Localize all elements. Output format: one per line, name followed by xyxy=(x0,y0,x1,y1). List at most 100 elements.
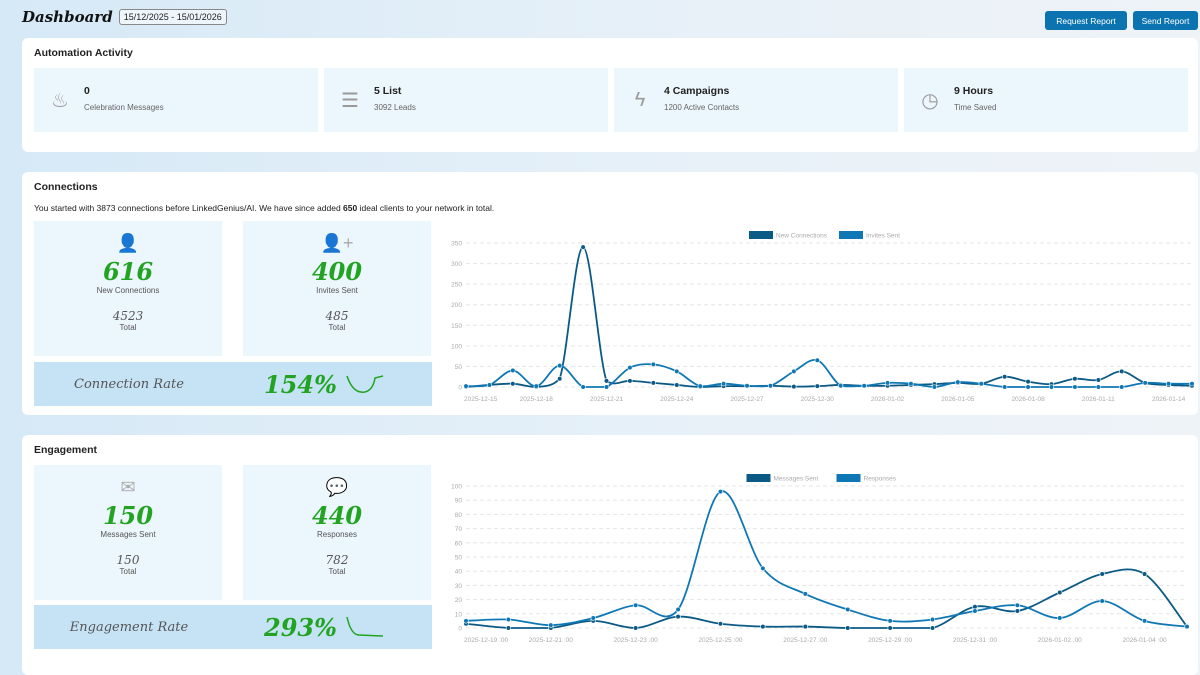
page-title: Dashboard xyxy=(22,8,113,26)
request-report-button[interactable]: Request Report xyxy=(1045,11,1127,30)
x-tick-label: 2025-12-30 xyxy=(801,396,835,403)
data-point xyxy=(721,381,727,387)
data-point xyxy=(675,614,681,620)
engagement-chart: 0 10 20 30 40 50 60 70 80 90 100 2025-12-19 :00 2025… xyxy=(451,474,1190,644)
x-tick-label: 2025-12-25 :00 xyxy=(698,637,742,644)
data-point xyxy=(1025,379,1031,385)
series-line xyxy=(465,358,1193,388)
data-point xyxy=(510,381,516,387)
data-point xyxy=(929,616,936,623)
x-tick-label: 2026-01-02 xyxy=(871,396,905,403)
series-line xyxy=(465,490,1188,628)
x-tick-label: 2025-12-27 xyxy=(730,396,764,403)
y-tick-label: 200 xyxy=(451,302,462,309)
data-point xyxy=(887,618,893,624)
stat-value: 5 List xyxy=(374,85,402,97)
data-point xyxy=(557,363,563,369)
responses-stat: 💬 440 Responses 782 Total xyxy=(243,465,431,600)
section-title: Connections xyxy=(34,181,98,193)
data-point xyxy=(1014,602,1020,608)
section-title: Automation Activity xyxy=(34,47,133,59)
rate-trend-icon xyxy=(346,616,383,637)
y-tick-label: 350 xyxy=(451,241,462,248)
stat-value: 150 xyxy=(102,501,154,530)
clock-icon: ◷ xyxy=(921,89,939,112)
data-point xyxy=(1025,384,1031,390)
data-point xyxy=(590,615,596,621)
data-point xyxy=(1184,623,1190,630)
stat-total: 485 xyxy=(325,309,349,323)
data-point xyxy=(627,378,633,384)
stat-value: 0 xyxy=(84,85,90,97)
y-tick-label: 70 xyxy=(455,526,463,533)
list-icon: ☰ xyxy=(341,89,359,112)
stat-label: 3092 Leads xyxy=(374,103,416,112)
stat-value: 9 Hours xyxy=(954,85,994,97)
x-tick-label: 2025-12-27 :00 xyxy=(783,637,827,644)
data-point xyxy=(1002,384,1008,390)
y-tick-label: 50 xyxy=(455,364,463,371)
connections-card: Connections You started with 3873 connec… xyxy=(22,172,1198,415)
y-tick-label: 10 xyxy=(455,611,463,618)
y-tick-label: 90 xyxy=(455,498,463,505)
stat-label: Invites Sent xyxy=(316,286,358,295)
stat-label: 1200 Active Contacts xyxy=(664,103,740,112)
y-tick-label: 30 xyxy=(455,583,463,590)
data-point xyxy=(972,608,978,614)
y-tick-label: 100 xyxy=(451,484,462,491)
data-point xyxy=(845,625,851,631)
legend-label: New Connections xyxy=(776,233,828,240)
x-tick-label: 2025-12-21 :00 xyxy=(529,637,573,644)
data-point xyxy=(717,621,724,627)
legend-swatch xyxy=(749,231,773,239)
data-point xyxy=(1057,589,1063,596)
data-point xyxy=(887,625,893,631)
legend-swatch xyxy=(836,474,861,482)
messages-sent-stat: ✉ 150 Messages Sent 150 Total xyxy=(34,465,222,600)
data-point xyxy=(1099,598,1105,604)
data-point xyxy=(744,383,750,389)
connections-intro: You started with 3873 connections before… xyxy=(34,203,494,213)
send-report-button[interactable]: Send Report xyxy=(1133,11,1198,30)
x-tick-label: 2025-12-21 xyxy=(590,396,624,403)
date-range-picker[interactable]: 15/12/2025 - 15/01/2026 xyxy=(118,9,227,25)
data-point xyxy=(697,383,703,389)
user-icon: 👤 xyxy=(116,233,140,253)
data-point xyxy=(1189,381,1195,387)
stat-value: 440 xyxy=(311,501,363,530)
stat-total: 4523 xyxy=(112,309,144,323)
campaigns-stat: ϟ 4 Campaigns 1200 Active Contacts xyxy=(614,68,898,132)
cake-icon: ♨ xyxy=(51,89,69,112)
header-bar: Dashboard 15/12/2025 - 15/01/2026 xyxy=(22,8,227,26)
x-tick-label: 2025-12-18 xyxy=(520,396,554,403)
data-point xyxy=(1141,571,1148,577)
y-tick-label: 50 xyxy=(455,555,463,562)
x-tick-label: 2026-01-02 :00 xyxy=(1038,637,1082,644)
data-point xyxy=(760,565,766,571)
data-point xyxy=(955,379,961,385)
data-point xyxy=(1072,384,1078,390)
data-point xyxy=(767,383,774,389)
legend-swatch xyxy=(839,231,863,239)
data-point xyxy=(627,365,633,371)
stat-label: Celebration Messages xyxy=(84,103,164,112)
stat-total-label: Total xyxy=(328,323,346,332)
x-tick-label: 2025-12-31 :00 xyxy=(953,637,997,644)
time-saved-stat: ◷ 9 Hours Time Saved xyxy=(904,68,1188,132)
data-point xyxy=(557,376,563,382)
stat-total-label: Total xyxy=(119,567,137,576)
data-point xyxy=(1165,381,1172,387)
data-point xyxy=(908,381,914,387)
y-tick-label: 80 xyxy=(455,512,463,519)
rate-value: 154% xyxy=(264,369,337,399)
data-point xyxy=(845,606,851,613)
legend-label: Invites Sent xyxy=(866,233,900,240)
data-point xyxy=(931,384,937,390)
y-tick-label: 0 xyxy=(458,385,462,392)
data-point xyxy=(884,380,891,386)
x-tick-label: 2025-12-23 :00 xyxy=(614,637,658,644)
data-point xyxy=(505,616,512,623)
x-tick-label: 2026-01-08 xyxy=(1011,396,1045,403)
legend-label: Messages Sent xyxy=(774,476,819,483)
celebration-stat: ♨ 0 Celebration Messages xyxy=(34,68,318,132)
